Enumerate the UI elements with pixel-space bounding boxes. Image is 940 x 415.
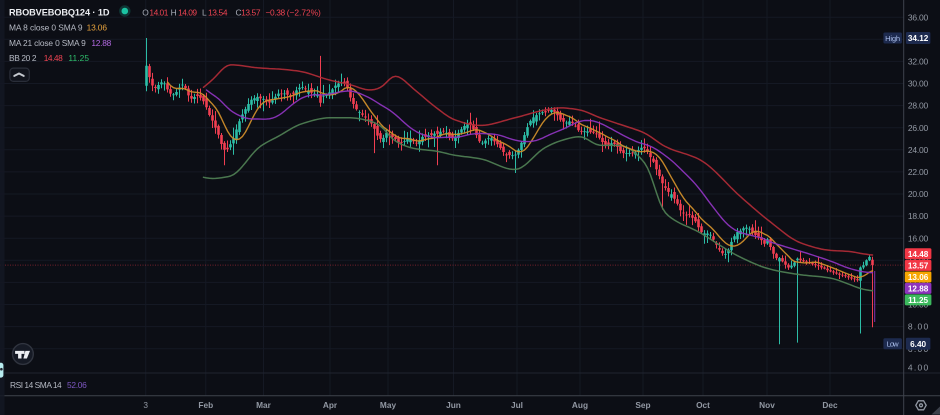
svg-text:4.00: 4.00 bbox=[908, 363, 929, 373]
svg-text:26.00: 26.00 bbox=[908, 123, 929, 133]
svg-text:20.00: 20.00 bbox=[908, 189, 929, 199]
svg-text:12.88: 12.88 bbox=[91, 38, 111, 48]
svg-text:24.00: 24.00 bbox=[908, 145, 929, 155]
svg-text:11.25: 11.25 bbox=[908, 296, 928, 305]
svg-text:52.06: 52.06 bbox=[67, 380, 87, 390]
svg-text:RSI 14 SMA 14: RSI 14 SMA 14 bbox=[10, 380, 62, 390]
svg-text:13.57: 13.57 bbox=[241, 7, 261, 17]
svg-text:14.09: 14.09 bbox=[178, 7, 197, 17]
svg-text:BB 20 2: BB 20 2 bbox=[9, 53, 37, 63]
svg-text:MA 21 close 0 SMA 9: MA 21 close 0 SMA 9 bbox=[9, 38, 86, 48]
svg-text:Apr: Apr bbox=[323, 400, 338, 410]
svg-text:May: May bbox=[380, 400, 397, 410]
svg-text:Jun: Jun bbox=[446, 400, 461, 410]
svg-text:8.00: 8.00 bbox=[908, 322, 929, 332]
svg-text:13.54: 13.54 bbox=[208, 7, 228, 17]
svg-text:14.48: 14.48 bbox=[44, 53, 63, 63]
svg-text:36.00: 36.00 bbox=[908, 12, 929, 22]
svg-text:14.48: 14.48 bbox=[908, 250, 929, 259]
svg-text:H: H bbox=[171, 7, 177, 17]
svg-text:13.06: 13.06 bbox=[908, 273, 929, 282]
svg-text:13.06: 13.06 bbox=[87, 23, 108, 33]
svg-text:14.01: 14.01 bbox=[149, 7, 168, 17]
svg-text:Sep: Sep bbox=[635, 400, 650, 410]
svg-text:RBOBVEBOBQ124 · 1D: RBOBVEBOBQ124 · 1D bbox=[9, 7, 110, 17]
svg-text:Low: Low bbox=[887, 340, 900, 349]
svg-text:12.88: 12.88 bbox=[908, 285, 929, 294]
svg-text:30.00: 30.00 bbox=[908, 79, 929, 89]
svg-text:Feb: Feb bbox=[198, 400, 213, 410]
svg-text:34.12: 34.12 bbox=[908, 34, 929, 43]
svg-text:Nov: Nov bbox=[759, 400, 775, 410]
svg-text:13.57: 13.57 bbox=[908, 262, 929, 271]
svg-text:C: C bbox=[236, 7, 242, 17]
svg-text:22.00: 22.00 bbox=[908, 167, 929, 177]
svg-text:28.00: 28.00 bbox=[908, 101, 929, 111]
svg-text:O: O bbox=[142, 7, 149, 17]
svg-text:6.40: 6.40 bbox=[910, 340, 926, 349]
svg-text:16.00: 16.00 bbox=[908, 233, 929, 243]
svg-text:11.25: 11.25 bbox=[68, 53, 89, 63]
svg-text:3: 3 bbox=[143, 400, 148, 410]
svg-text:High: High bbox=[885, 34, 900, 43]
svg-text:Mar: Mar bbox=[256, 400, 272, 410]
svg-text:Oct: Oct bbox=[696, 400, 710, 410]
svg-text:Dec: Dec bbox=[822, 400, 838, 410]
svg-text:32.00: 32.00 bbox=[908, 57, 929, 67]
svg-text:Jul: Jul bbox=[511, 400, 523, 410]
svg-text:MA 8 close 0 SMA 9: MA 8 close 0 SMA 9 bbox=[9, 23, 83, 33]
svg-text:(−2.72%): (−2.72%) bbox=[287, 7, 321, 17]
svg-text:Aug: Aug bbox=[572, 400, 588, 410]
svg-text:L: L bbox=[202, 7, 207, 17]
svg-text:18.00: 18.00 bbox=[908, 211, 929, 221]
svg-text:−0.38: −0.38 bbox=[266, 7, 286, 17]
